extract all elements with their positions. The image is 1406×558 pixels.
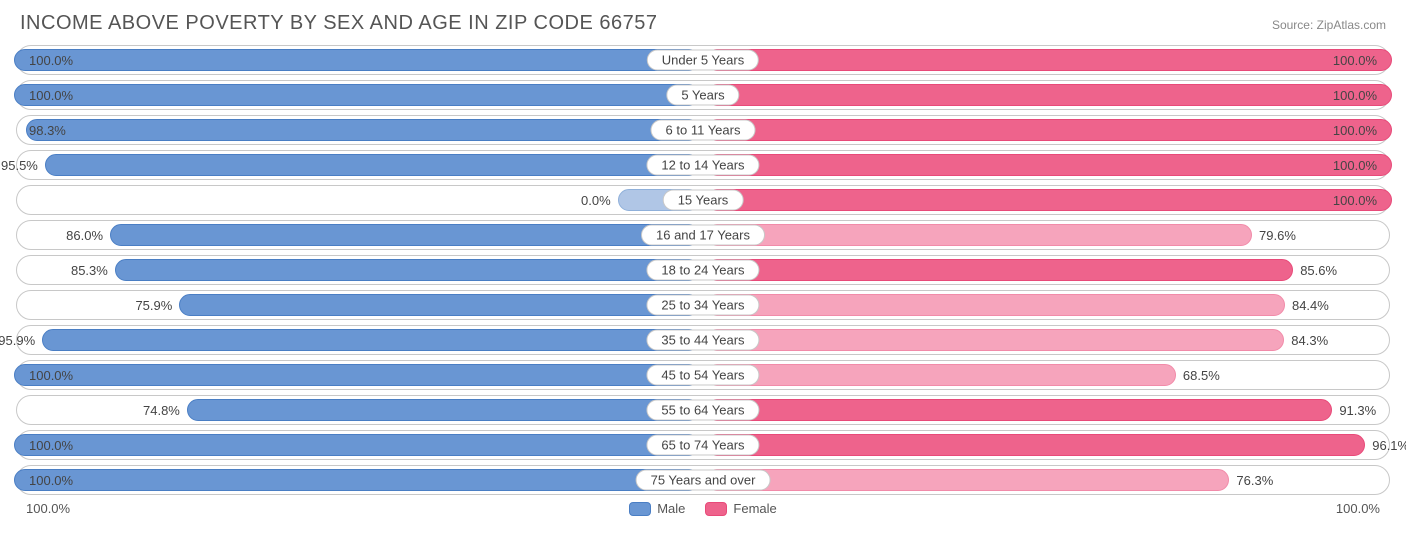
chart-title: INCOME ABOVE POVERTY BY SEX AND AGE IN Z…: [20, 12, 657, 35]
female-bar: [706, 154, 1392, 176]
female-value: 85.6%: [1300, 256, 1337, 286]
male-bar: [187, 399, 700, 421]
category-label: 55 to 64 Years: [646, 400, 759, 421]
male-value: 0.0%: [581, 186, 611, 216]
category-label: 15 Years: [663, 190, 744, 211]
female-bar: [706, 329, 1284, 351]
female-bar: [706, 119, 1392, 141]
female-value: 91.3%: [1339, 396, 1376, 426]
legend-female-label: Female: [733, 501, 776, 516]
chart-row: 85.3% 85.6% 18 to 24 Years: [16, 255, 1390, 285]
male-value: 74.8%: [143, 396, 180, 426]
male-bar: [14, 434, 700, 456]
chart-row: 98.3% 100.0% 6 to 11 Years: [16, 115, 1390, 145]
male-bar: [115, 259, 700, 281]
category-label: 5 Years: [666, 85, 739, 106]
female-bar: [706, 259, 1293, 281]
male-bar: [45, 154, 700, 176]
category-label: Under 5 Years: [647, 50, 759, 71]
category-label: 16 and 17 Years: [641, 225, 765, 246]
male-bar: [42, 329, 700, 351]
male-bar: [179, 294, 700, 316]
female-value: 100.0%: [1333, 116, 1377, 146]
category-label: 12 to 14 Years: [646, 155, 759, 176]
male-value: 100.0%: [29, 466, 73, 496]
swatch-male: [629, 502, 651, 516]
male-value: 85.3%: [71, 256, 108, 286]
chart-row: 100.0%96.1%65 to 74 Years: [16, 430, 1390, 460]
female-value: 79.6%: [1259, 221, 1296, 251]
chart-row: 95.9%84.3%35 to 44 Years: [16, 325, 1390, 355]
female-value: 68.5%: [1183, 361, 1220, 391]
male-bar: [14, 84, 700, 106]
legend-male: Male: [629, 501, 685, 516]
chart-row: 74.8% 91.3% 55 to 64 Years: [16, 395, 1390, 425]
swatch-female: [705, 502, 727, 516]
chart-header: INCOME ABOVE POVERTY BY SEX AND AGE IN Z…: [16, 12, 1390, 35]
chart-source: Source: ZipAtlas.com: [1272, 18, 1386, 32]
male-value: 100.0%: [29, 431, 73, 461]
female-bar: [706, 434, 1365, 456]
chart-row: 100.0% 100.0% Under 5 Years: [16, 45, 1390, 75]
female-value: 100.0%: [1333, 81, 1377, 111]
male-bar: [110, 224, 700, 246]
axis-right-label: 100.0%: [1336, 501, 1380, 516]
chart-row: 0.0% 100.0% 15 Years: [16, 185, 1390, 215]
female-bar: [706, 469, 1229, 491]
male-value: 100.0%: [29, 46, 73, 76]
diverging-bar-chart: 100.0% 100.0% Under 5 Years 100.0% 100.0% 5 Y…: [16, 45, 1390, 495]
female-value: 76.3%: [1236, 466, 1273, 496]
male-bar: [26, 119, 700, 141]
chart-row: 100.0% 76.3% 75 Years and over: [16, 465, 1390, 495]
female-bar: [706, 294, 1285, 316]
male-value: 98.3%: [29, 116, 66, 146]
male-value: 86.0%: [66, 221, 103, 251]
chart-axis: 100.0% Male Female 100.0%: [16, 501, 1390, 516]
male-value: 75.9%: [135, 291, 172, 321]
category-label: 35 to 44 Years: [646, 330, 759, 351]
male-value: 100.0%: [29, 361, 73, 391]
male-value: 100.0%: [29, 81, 73, 111]
chart-row: 86.0% 79.6% 16 and 17 Years: [16, 220, 1390, 250]
male-bar: [14, 364, 700, 386]
female-bar: [706, 224, 1252, 246]
female-bar: [706, 189, 1392, 211]
female-value: 100.0%: [1333, 151, 1377, 181]
legend-male-label: Male: [657, 501, 685, 516]
chart-legend: Male Female: [629, 501, 777, 516]
category-label: 25 to 34 Years: [646, 295, 759, 316]
female-value: 84.4%: [1292, 291, 1329, 321]
female-value: 84.3%: [1291, 326, 1328, 356]
chart-row: 75.9% 84.4% 25 to 34 Years: [16, 290, 1390, 320]
category-label: 75 Years and over: [636, 470, 771, 491]
female-value: 100.0%: [1333, 186, 1377, 216]
category-label: 6 to 11 Years: [651, 120, 756, 141]
male-value: 95.5%: [1, 151, 38, 181]
female-bar: [706, 399, 1332, 421]
female-bar: [706, 84, 1392, 106]
male-value: 95.9%: [0, 326, 35, 356]
male-bar: [14, 49, 700, 71]
female-value: 96.1%: [1372, 431, 1406, 461]
chart-row: 95.5%100.0%12 to 14 Years: [16, 150, 1390, 180]
male-bar: [14, 469, 700, 491]
female-bar: [706, 49, 1392, 71]
category-label: 45 to 54 Years: [646, 365, 759, 386]
category-label: 18 to 24 Years: [646, 260, 759, 281]
chart-row: 100.0% 68.5% 45 to 54 Years: [16, 360, 1390, 390]
chart-row: 100.0% 100.0% 5 Years: [16, 80, 1390, 110]
female-bar: [706, 364, 1176, 386]
axis-left-label: 100.0%: [26, 501, 70, 516]
legend-female: Female: [705, 501, 776, 516]
category-label: 65 to 74 Years: [646, 435, 759, 456]
female-value: 100.0%: [1333, 46, 1377, 76]
